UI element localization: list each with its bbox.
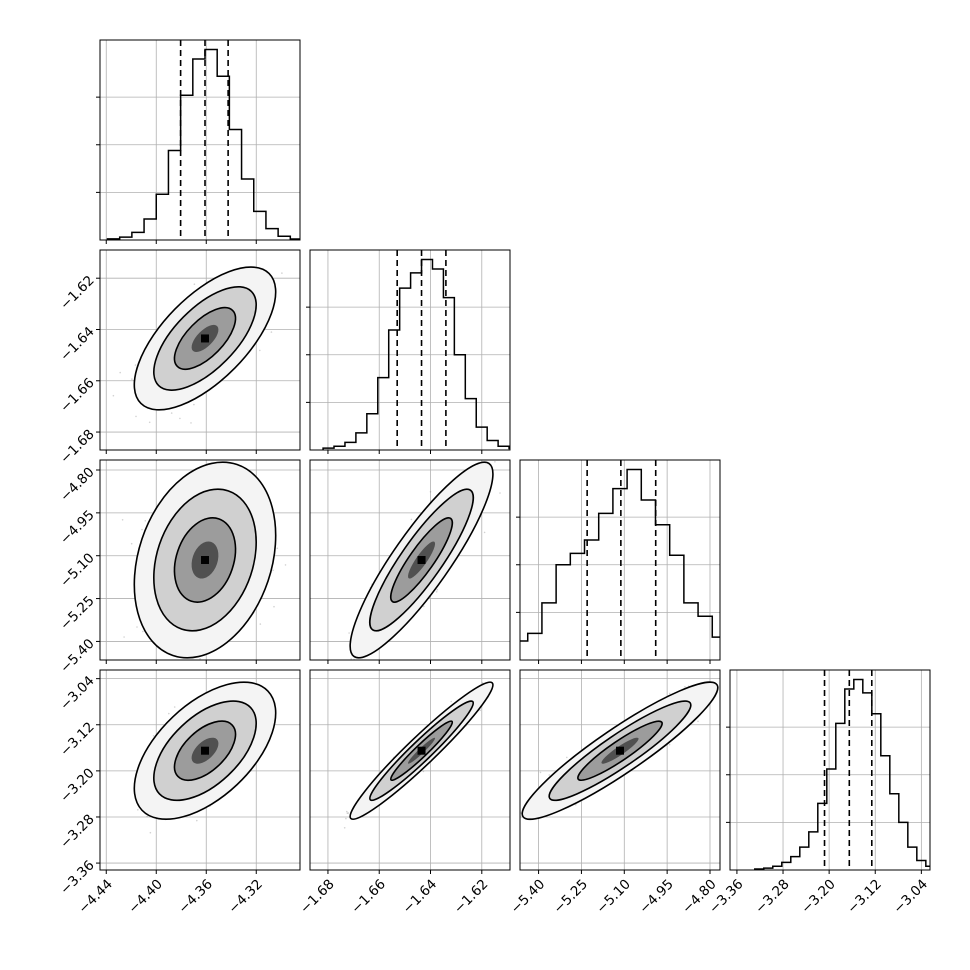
hist-panel-2	[520, 460, 720, 660]
scatter-point	[350, 658, 353, 660]
hist-panel-0	[100, 40, 300, 240]
axes-frame	[99, 249, 301, 451]
scatter-point	[276, 547, 279, 550]
scatter-panel-3-1	[310, 670, 510, 870]
scatter-point	[410, 518, 413, 521]
axes-frame	[99, 39, 301, 241]
scatter-point	[270, 331, 273, 333]
scatter-panel-2-1	[310, 460, 510, 660]
scatter-point	[121, 519, 124, 521]
scatter-point	[193, 283, 196, 286]
scatter-point	[346, 812, 349, 814]
scatter-point	[272, 569, 274, 572]
scatter-point	[179, 417, 181, 420]
scatter-point	[429, 491, 432, 493]
histogram-step	[322, 258, 510, 450]
scatter-point	[481, 682, 484, 684]
axes-frame	[99, 459, 301, 661]
scatter-point	[152, 735, 155, 737]
density-peak	[201, 746, 209, 755]
scatter-point	[190, 422, 192, 424]
scatter-point	[199, 657, 201, 660]
histogram-step	[520, 468, 720, 642]
scatter-point	[259, 623, 262, 625]
scatter-point	[348, 632, 350, 634]
scatter-point	[196, 819, 198, 822]
scatter-panel-3-0	[100, 670, 300, 870]
scatter-point	[149, 831, 152, 834]
scatter-point	[112, 394, 115, 397]
scatter-point	[435, 591, 438, 593]
scatter-point	[131, 378, 133, 380]
scatter-point	[123, 636, 125, 638]
scatter-point	[423, 605, 425, 608]
axes-frame	[309, 459, 511, 661]
scatter-point	[136, 626, 138, 628]
scatter-point	[144, 520, 147, 522]
scatter-point	[494, 461, 496, 463]
scatter-point	[142, 630, 144, 633]
axes-frame	[99, 669, 301, 871]
scatter-point	[193, 403, 195, 406]
scatter-point	[422, 770, 425, 773]
scatter-point	[130, 542, 133, 545]
scatter-point	[499, 492, 501, 494]
scatter-point	[173, 706, 176, 708]
axes-frame	[519, 459, 721, 661]
scatter-point	[148, 421, 151, 424]
density-peak	[201, 334, 209, 343]
scatter-point	[436, 588, 439, 591]
scatter-point	[146, 815, 148, 818]
density-peak	[201, 556, 209, 564]
scatter-point	[284, 564, 287, 566]
scatter-point	[134, 364, 137, 366]
scatter-point	[119, 371, 121, 374]
hist-panel-1	[310, 250, 510, 450]
scatter-panel-1-0	[100, 250, 300, 450]
scatter-point	[168, 712, 170, 715]
scatter-point	[483, 531, 486, 534]
axes-frame	[309, 249, 511, 451]
scatter-point	[135, 415, 137, 418]
scatter-point	[137, 809, 139, 811]
scatter-point	[281, 272, 283, 274]
scatter-point	[273, 605, 275, 608]
scatter-point	[141, 528, 143, 531]
density-peak	[417, 556, 426, 564]
scatter-point	[347, 812, 350, 814]
scatter-panel-2-0	[100, 460, 300, 660]
scatter-point	[259, 349, 261, 352]
scatter-point	[450, 700, 453, 703]
scatter-point	[170, 412, 173, 414]
